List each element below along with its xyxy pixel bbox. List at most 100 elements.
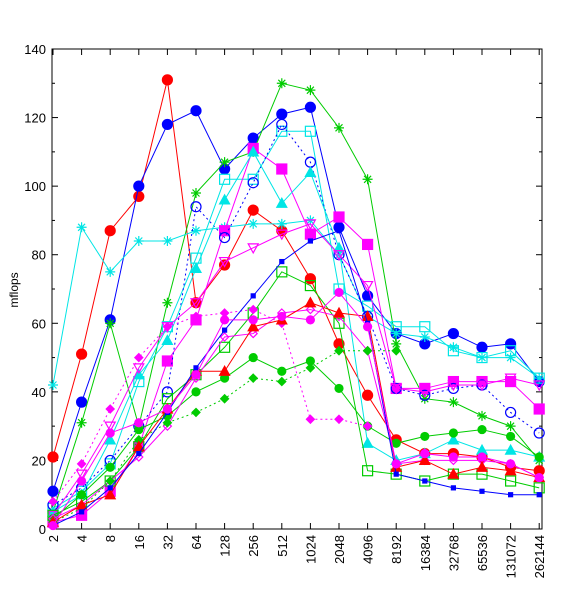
data-point (248, 373, 259, 383)
data-point (219, 332, 230, 342)
data-point (76, 417, 87, 428)
data-point (247, 145, 260, 157)
series-17 (48, 287, 544, 531)
data-point (191, 225, 201, 236)
data-point (133, 236, 144, 246)
data-point (218, 193, 231, 205)
data-point (279, 258, 285, 265)
data-point (105, 476, 116, 486)
data-point (504, 373, 517, 385)
data-point (304, 219, 317, 231)
data-point (420, 431, 430, 442)
data-point (219, 157, 230, 168)
data-point (362, 174, 373, 185)
y-tick-label: 0 (39, 522, 46, 537)
series-10 (48, 352, 544, 524)
data-point (162, 297, 173, 308)
data-point (219, 225, 231, 237)
data-point (305, 85, 316, 96)
data-point (161, 355, 173, 367)
data-point (505, 375, 517, 388)
x-tick-label: 131072 (504, 535, 519, 578)
y-tick-label: 60 (32, 316, 46, 331)
data-point (190, 201, 202, 213)
data-point (219, 341, 231, 353)
data-point (419, 393, 430, 404)
series-8 (46, 145, 546, 517)
data-point (534, 472, 544, 483)
data-point (248, 328, 259, 339)
data-point (391, 345, 402, 356)
data-point (533, 380, 546, 392)
data-point (219, 231, 231, 244)
data-point (362, 465, 374, 477)
data-point (505, 352, 516, 363)
x-tick-label: 8 (103, 535, 118, 542)
series-line (52, 309, 540, 520)
data-point (161, 334, 174, 346)
x-tick-label: 16 (132, 535, 147, 549)
series-line (52, 106, 540, 492)
data-point (248, 352, 258, 363)
data-point (419, 475, 431, 487)
series-line (52, 302, 540, 523)
data-point (136, 450, 142, 457)
data-point (275, 229, 288, 241)
data-point (190, 105, 202, 117)
data-point (391, 459, 401, 469)
data-point (247, 173, 259, 185)
data-point (533, 372, 545, 384)
x-tick-label: 8192 (389, 535, 404, 564)
data-point (447, 327, 459, 340)
data-point (105, 462, 115, 472)
data-point (276, 108, 288, 120)
data-point (276, 218, 287, 229)
data-point (304, 273, 316, 285)
data-point (419, 389, 431, 401)
x-tick-label: 65536 (475, 535, 490, 571)
x-tick-label: 4 (75, 535, 90, 542)
data-point (276, 266, 288, 278)
data-point (447, 467, 460, 479)
data-point (189, 298, 203, 309)
data-point (533, 403, 545, 415)
x-tick-label: 4096 (361, 535, 376, 564)
data-point (476, 351, 488, 364)
data-point (276, 376, 287, 387)
data-point (390, 321, 402, 333)
x-tick-label: 1024 (303, 535, 318, 564)
series-6 (47, 142, 545, 528)
data-point (48, 380, 58, 390)
data-point (505, 345, 517, 357)
data-point (418, 454, 431, 466)
data-point (477, 410, 487, 421)
series-1 (47, 74, 545, 477)
data-point (477, 424, 487, 435)
y-axis-label: mflops (7, 272, 21, 307)
data-point (305, 414, 316, 425)
data-point (75, 396, 88, 408)
data-point (247, 320, 260, 332)
data-point (332, 306, 346, 318)
data-point (336, 228, 342, 234)
data-point (508, 492, 514, 498)
data-point (450, 485, 456, 491)
data-point (305, 304, 316, 315)
data-point (505, 338, 517, 350)
series-13 (48, 304, 373, 507)
series-15 (46, 296, 546, 527)
data-point (247, 243, 260, 255)
data-point (362, 389, 374, 401)
data-point (479, 488, 485, 494)
data-point (304, 296, 317, 308)
data-point (536, 492, 542, 498)
data-point (162, 236, 173, 246)
y-tick-label: 100 (24, 179, 46, 194)
data-point (361, 437, 374, 448)
y-tick-label: 140 (24, 42, 46, 57)
data-point (247, 132, 259, 144)
data-point (390, 383, 403, 395)
x-tick-label: 128 (218, 535, 233, 557)
data-point (218, 256, 231, 268)
